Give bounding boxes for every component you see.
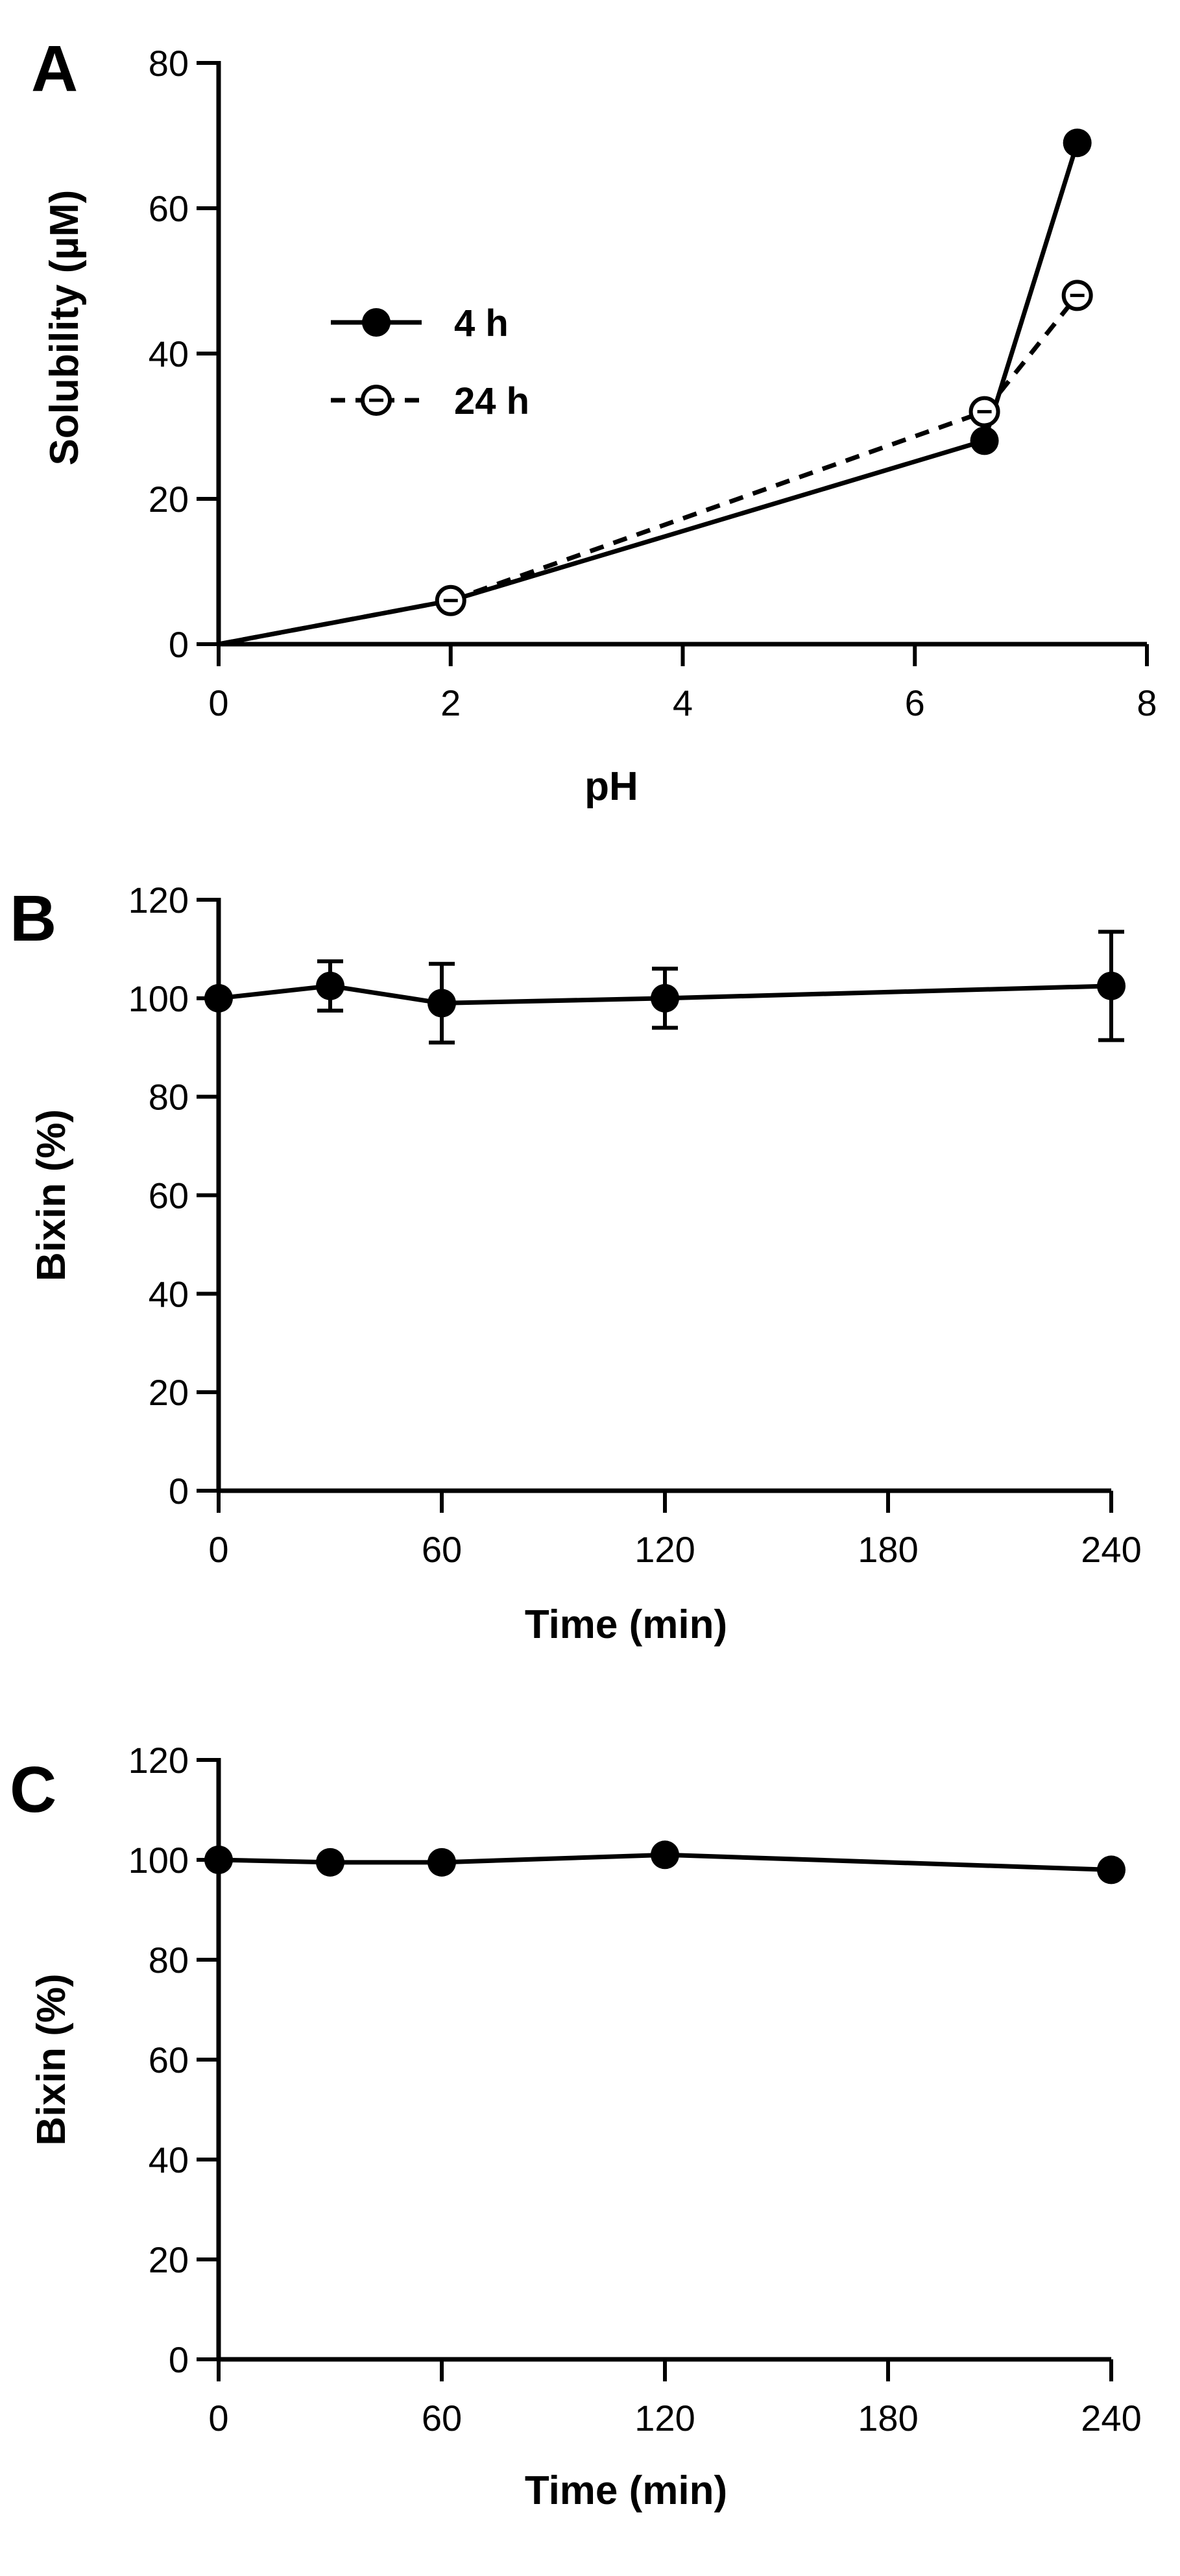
data-point	[204, 1846, 233, 1874]
y-tick-label: 20	[149, 479, 189, 520]
x-tick-label: 0	[208, 682, 228, 723]
x-tick-label: 180	[858, 2398, 918, 2438]
y-tick-label: 40	[149, 1273, 189, 1314]
panel-a: A 0 20 40 60 80 0 2 4 6 8 pH Solubility (µM) 4 h 24 h	[31, 32, 1157, 809]
y-tick-label: 0	[169, 1471, 189, 1511]
y-tick-label: 20	[149, 2239, 189, 2280]
y-tick-label: 0	[169, 2339, 189, 2380]
x-tick-label: 8	[1137, 682, 1157, 723]
series-line-segment	[330, 983, 442, 1005]
y-axis-title: Solubility (µM)	[42, 190, 87, 466]
legend-label: 24 h	[454, 380, 529, 422]
y-axis-title: Bixin (%)	[29, 1109, 74, 1281]
y-tick-label: 60	[149, 2040, 189, 2080]
series-line-segment	[218, 598, 452, 647]
y-tick-label: 40	[149, 2139, 189, 2180]
y-tick-label: 80	[149, 43, 189, 84]
x-axis-title: Time (min)	[525, 1602, 727, 1647]
y-tick-label: 80	[149, 1077, 189, 1118]
legend-label: 4 h	[454, 302, 509, 344]
panel-letter: A	[31, 32, 78, 105]
data-point	[427, 1848, 456, 1877]
x-tick-label: 240	[1081, 2398, 1141, 2438]
series-line-segment	[441, 996, 666, 1005]
data-point	[651, 1840, 679, 1870]
x-tick-label: 0	[208, 2398, 228, 2438]
x-tick-label: 6	[905, 682, 925, 723]
series-bixin	[204, 930, 1126, 1045]
y-tick-label: 120	[128, 1740, 189, 1781]
x-tick-label: 180	[858, 1529, 918, 1570]
legend: 4 h 24 h	[331, 302, 529, 422]
y-tick-label: 40	[149, 333, 189, 374]
x-axis-title: pH	[584, 764, 638, 809]
y-tick-label: 100	[128, 1840, 189, 1881]
y-tick-label: 100	[128, 978, 189, 1019]
x-tick-label: 4	[673, 682, 693, 723]
x-tick-label: 0	[208, 1529, 228, 1570]
x-tick-label: 120	[634, 2398, 695, 2438]
data-point	[1063, 128, 1092, 158]
x-tick-label: 60	[422, 2398, 462, 2438]
data-point	[204, 983, 233, 1013]
data-point	[316, 1848, 344, 1877]
data-point	[316, 971, 344, 1000]
series-line-segment	[441, 1852, 666, 1865]
x-tick-label: 60	[422, 1529, 462, 1570]
y-tick-label: 20	[149, 1372, 189, 1413]
series-line-segment	[664, 1852, 1112, 1872]
y-tick-label: 120	[128, 880, 189, 921]
series-24-h	[218, 280, 1093, 647]
x-tick-label: 120	[634, 1529, 695, 1570]
data-point	[1097, 1855, 1126, 1884]
data-point	[1097, 971, 1126, 1000]
y-tick-label: 80	[149, 1940, 189, 1980]
series-line-segment	[450, 409, 985, 603]
series-line-segment	[450, 439, 985, 603]
x-tick-label: 240	[1081, 1529, 1141, 1570]
series-line-segment	[982, 294, 1079, 413]
series-line-segment	[218, 983, 331, 1001]
y-tick-label: 0	[169, 624, 189, 665]
panel-letter: B	[10, 882, 56, 955]
series-bixin	[204, 1840, 1126, 1884]
y-tick-label: 60	[149, 1175, 189, 1216]
panel-b: B 0 20 40 60 80 100 120 0 60 120 180 240 Time (min) Bi…	[10, 880, 1142, 1647]
panel-c: C 0 20 40 60 80 100 120 0 60 120 180 240 Time (min) Bi…	[10, 1740, 1142, 2513]
series-line-segment	[664, 983, 1112, 1001]
legend-marker	[362, 308, 391, 337]
x-tick-label: 2	[440, 682, 461, 723]
panel-letter: C	[10, 1753, 56, 1826]
data-point	[970, 426, 999, 455]
y-axis-title: Bixin (%)	[29, 1973, 74, 2145]
series-4-h	[218, 128, 1092, 647]
x-axis-title: Time (min)	[525, 2468, 727, 2513]
y-tick-label: 60	[149, 188, 189, 229]
data-point	[651, 983, 679, 1013]
series-line-segment	[218, 1857, 331, 1865]
data-point	[427, 989, 456, 1018]
